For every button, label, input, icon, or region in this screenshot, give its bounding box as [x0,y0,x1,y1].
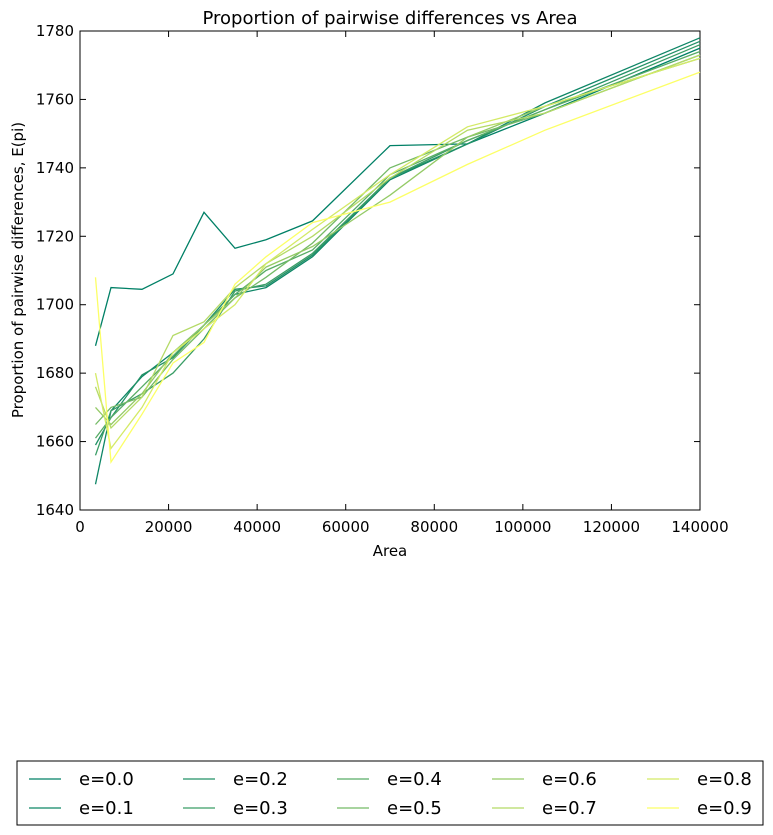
legend-label: e=0.4 [387,769,442,790]
x-axis-title: Area [373,542,408,560]
legend-label: e=0.9 [697,798,752,819]
x-tick-label: 80000 [410,518,458,536]
series-line-6 [95,57,701,426]
legend-label: e=0.5 [387,798,442,819]
series-layer [94,37,701,485]
y-tick-label: 1680 [36,364,74,382]
plot-area: 0 20000 40000 60000 80000 100000 120000 140000 … [36,22,729,536]
series-line-8 [94,57,701,450]
y-tick-label: 1760 [36,90,74,108]
x-tick-label: 100000 [494,518,551,536]
x-tick-label: 40000 [233,518,281,536]
y-axis-ticks: 1640 1660 1680 1700 1720 1740 1760 1780 [36,22,700,519]
legend-label: e=0.8 [697,769,752,790]
x-tick-label: 20000 [145,518,193,536]
series-line-9 [94,71,701,465]
y-axis-title: Proportion of pairwise differences, E(pi… [9,122,27,418]
y-tick-label: 1640 [36,501,74,519]
legend-frame [16,760,764,826]
y-tick-label: 1780 [36,22,74,40]
y-tick-label: 1700 [36,296,74,314]
y-tick-label: 1720 [36,227,74,245]
legend-label: e=0.6 [542,769,597,790]
chart-title: Proportion of pairwise differences vs Ar… [202,8,577,29]
x-tick-label: 140000 [671,518,728,536]
series-line-7 [94,54,701,430]
x-tick-label: 0 [75,518,85,536]
plot-frame [79,30,701,511]
legend-label: e=0.1 [79,798,134,819]
legend-label: e=0.2 [233,769,288,790]
x-tick-label: 60000 [322,518,370,536]
legend: e=0.0 e=0.1 e=0.2 e=0.3 e=0.4 e=0.5 e=0.6 e=0.7… [16,760,764,826]
legend-items: e=0.0 e=0.1 e=0.2 e=0.3 e=0.4 e=0.5 e=0.6 e=0.7… [29,769,752,819]
x-tick-label: 120000 [583,518,640,536]
y-tick-label: 1660 [36,433,74,451]
legend-label: e=0.3 [233,798,288,819]
legend-label: e=0.7 [542,798,597,819]
legend-label: e=0.0 [79,769,134,790]
series-line-0 [94,47,701,346]
x-axis-ticks: 0 20000 40000 60000 80000 100000 120000 140000 [75,31,729,536]
y-tick-label: 1740 [36,159,74,177]
